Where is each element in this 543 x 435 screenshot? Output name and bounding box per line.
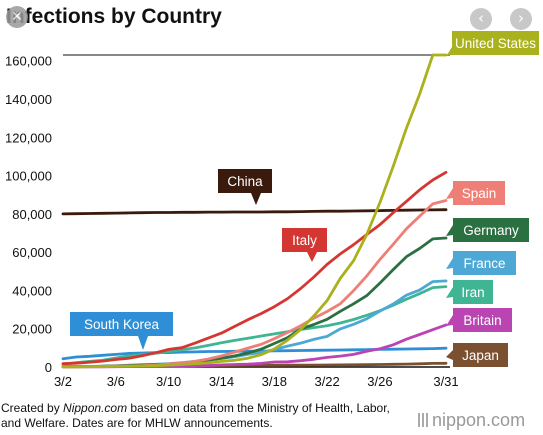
- label-south-korea: South Korea: [70, 312, 173, 350]
- label-pointer-japan: [446, 350, 453, 360]
- y-tick-label: 80,000: [12, 207, 52, 222]
- axes: 0 20,000 40,000 60,000 80,000 100,000 120,000 1…: [5, 54, 459, 389]
- x-tick-label: 3/18: [262, 374, 287, 389]
- close-button[interactable]: ✕: [6, 6, 28, 28]
- x-tick-label: 3/14: [209, 374, 234, 389]
- label-box-italy: [282, 228, 327, 252]
- caption-source: Nippon.com: [63, 401, 128, 415]
- y-tick-label: 100,000: [5, 169, 52, 184]
- label-pointer-iran: [446, 287, 453, 298]
- label-box-united-states: [452, 31, 539, 55]
- series-line-spain: [61, 199, 448, 369]
- label-text-united-states: United States: [455, 36, 536, 51]
- chevron-left-icon: ‹: [478, 9, 484, 27]
- label-pointer-south-korea: [138, 336, 148, 350]
- label-text-italy: Italy: [292, 233, 317, 248]
- label-britain: Britain: [446, 308, 512, 332]
- label-pointer-united-states: [447, 47, 460, 55]
- brand-text: nippon.com: [432, 410, 526, 430]
- series-line-china: [61, 208, 448, 216]
- x-tick-label: 3/2: [54, 374, 72, 389]
- label-pointer-italy: [307, 252, 317, 262]
- series-lines: [61, 53, 448, 369]
- label-text-iran: Iran: [461, 285, 484, 300]
- y-tick-label: 60,000: [12, 245, 52, 260]
- label-china: China: [218, 169, 272, 205]
- caption-prefix: Created by: [1, 401, 64, 415]
- source-caption: Created by Nippon.com based on data from…: [1, 401, 411, 431]
- label-box-germany: [453, 218, 529, 242]
- label-text-france: France: [463, 256, 505, 271]
- label-pointer-spain: [446, 188, 453, 199]
- label-pointer-china: [251, 193, 261, 205]
- label-italy: Italy: [282, 228, 327, 262]
- label-text-germany: Germany: [463, 223, 519, 238]
- y-tick-label: 0: [45, 360, 52, 375]
- y-tick-label: 120,000: [5, 130, 52, 145]
- label-pointer-britain: [446, 315, 453, 326]
- label-box-south-korea: [70, 312, 173, 336]
- label-text-south-korea: South Korea: [84, 317, 160, 332]
- series-line-united-states: [61, 53, 448, 369]
- label-france: France: [446, 251, 516, 275]
- series-labels: United States China Italy Spain Germany Franc…: [70, 31, 539, 367]
- x-tick-label: 3/22: [314, 374, 339, 389]
- x-tick-label: 3/31: [433, 374, 458, 389]
- series-line-italy: [61, 170, 448, 366]
- label-box-china: [218, 169, 272, 193]
- label-text-china: China: [227, 174, 263, 189]
- chevron-right-icon: ›: [518, 9, 524, 27]
- y-tick-label: 160,000: [5, 54, 52, 69]
- chart-title: Infections by Country: [6, 5, 222, 28]
- label-germany: Germany: [446, 218, 529, 242]
- label-box-japan: [453, 343, 508, 367]
- y-tick-label: 140,000: [5, 92, 52, 107]
- label-box-france: [453, 251, 516, 275]
- label-japan: Japan: [446, 343, 508, 367]
- label-text-japan: Japan: [462, 348, 499, 363]
- x-tick-label: 3/26: [367, 374, 392, 389]
- label-box-iran: [453, 280, 493, 304]
- y-tick-label: 20,000: [12, 322, 52, 337]
- y-tick-label: 40,000: [12, 283, 52, 298]
- label-box-spain: [453, 181, 505, 205]
- label-spain: Spain: [446, 181, 505, 205]
- logo-mark-icon: [418, 413, 428, 427]
- next-button[interactable]: ›: [510, 8, 532, 30]
- close-icon: ✕: [11, 9, 23, 25]
- label-box-britain: [453, 308, 512, 332]
- label-pointer-france: [446, 258, 453, 269]
- label-pointer-germany: [446, 225, 453, 236]
- label-iran: Iran: [446, 280, 493, 304]
- x-tick-label: 3/6: [107, 374, 125, 389]
- x-tick-label: 3/10: [156, 374, 181, 389]
- previous-button[interactable]: ‹: [470, 8, 492, 30]
- label-united-states: United States: [447, 31, 539, 55]
- label-text-britain: Britain: [463, 313, 501, 328]
- brand-logo: nippon.com: [418, 410, 525, 431]
- label-text-spain: Spain: [462, 186, 497, 201]
- caption-rest: based on data from the Ministry of Healt…: [1, 401, 390, 430]
